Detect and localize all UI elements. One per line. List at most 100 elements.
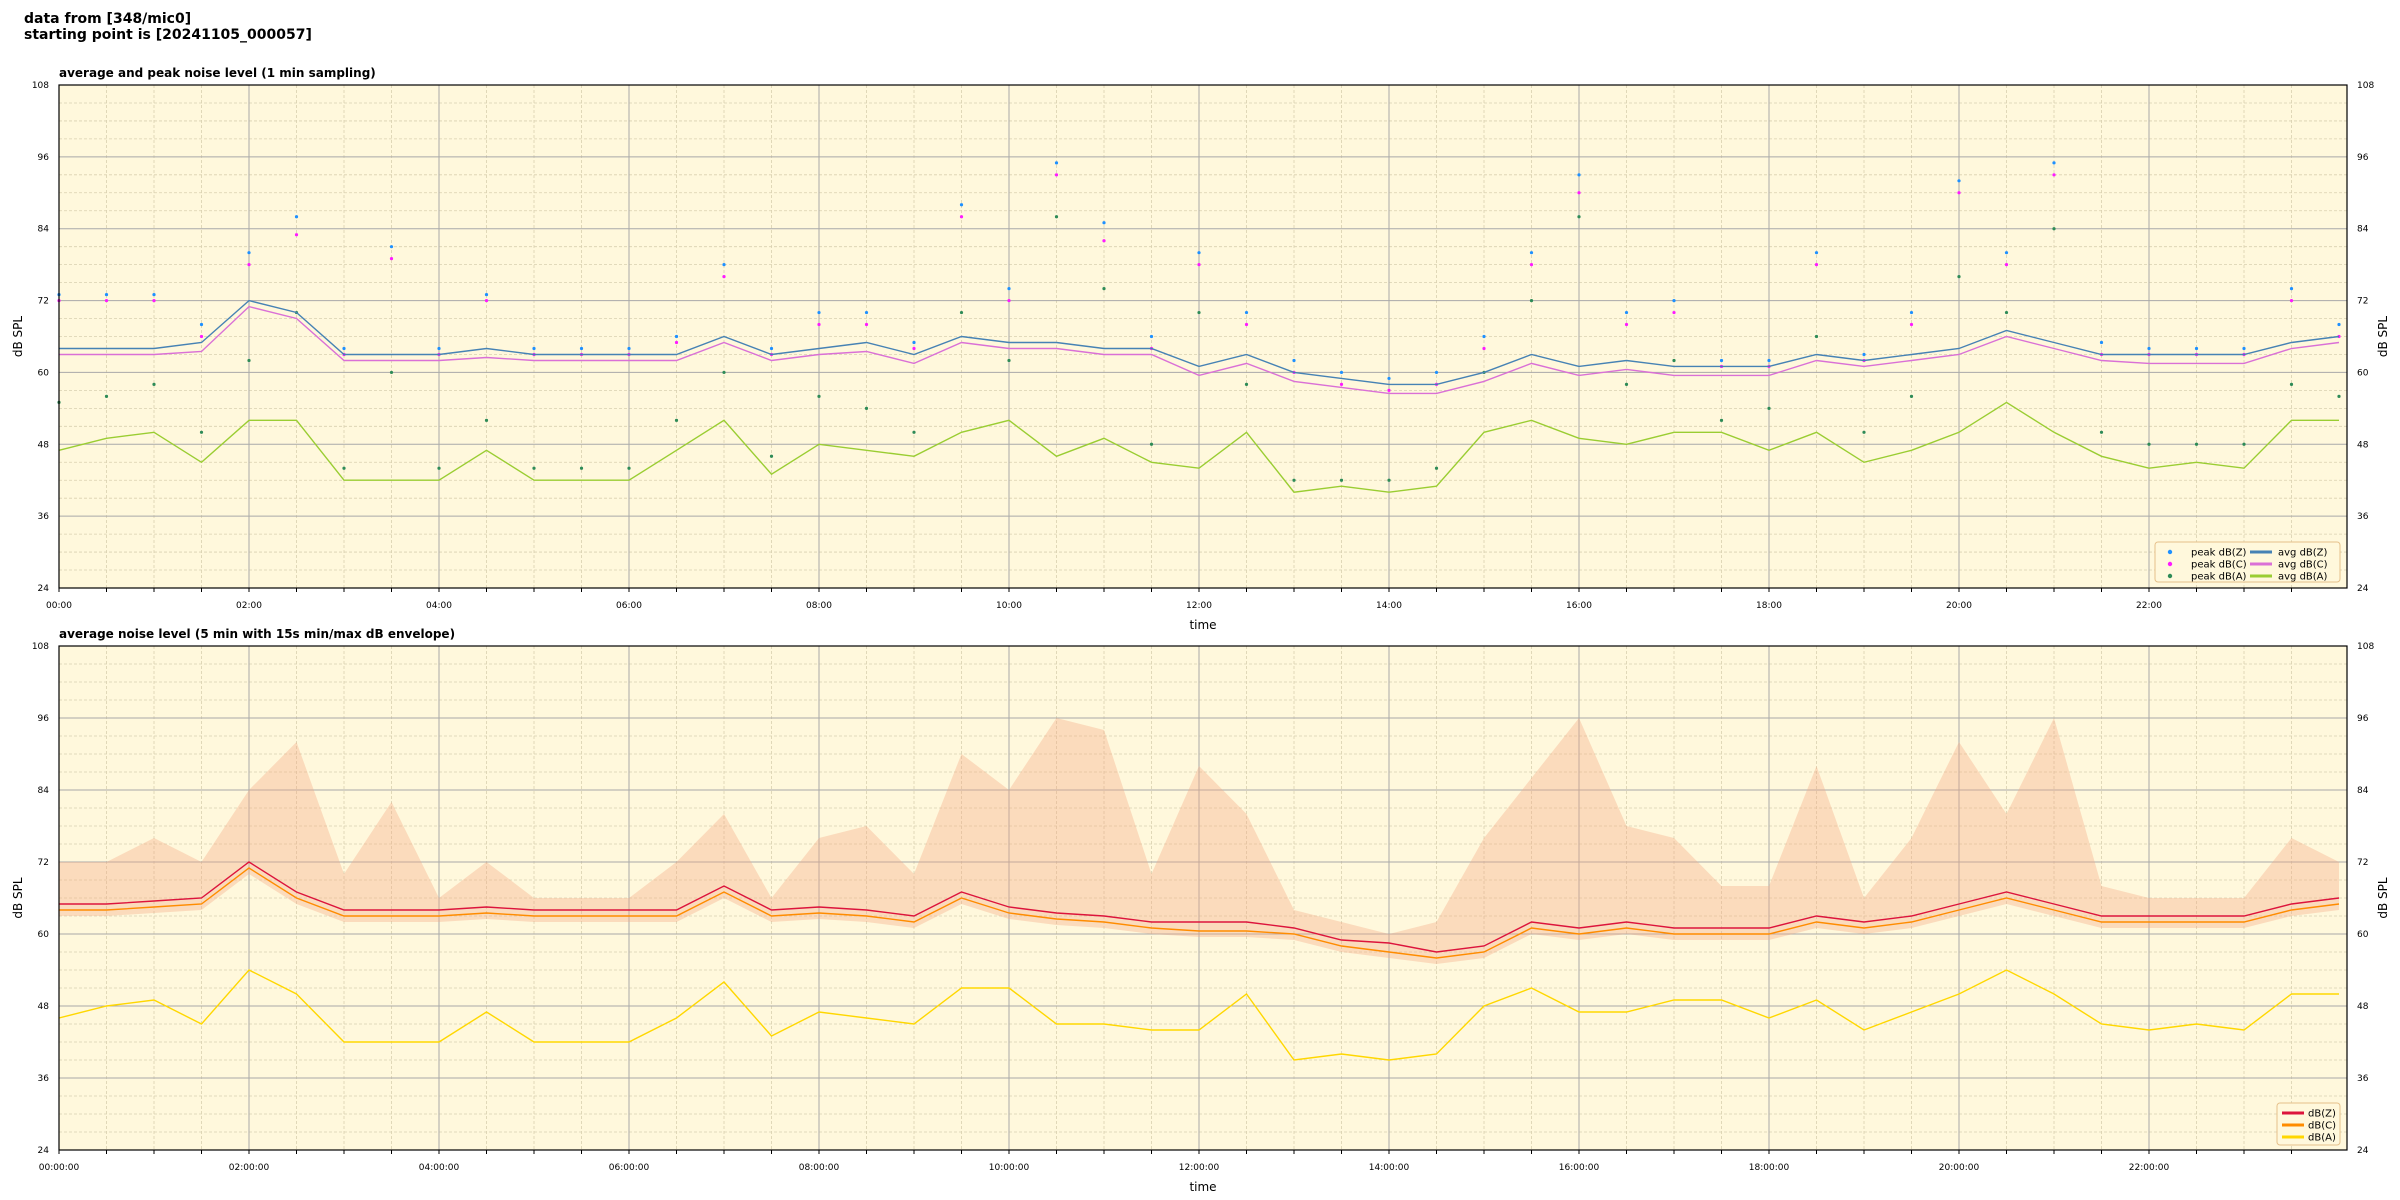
legend-marker <box>2167 549 2173 555</box>
x-tick-label: 06:00 <box>616 601 642 611</box>
y-tick-label-left: 72 <box>38 858 49 868</box>
point-peak-db-z- <box>1102 221 1106 225</box>
point-peak-db-z- <box>532 346 536 351</box>
point-peak-db-z- <box>294 215 299 219</box>
point-peak-db-c- <box>1244 322 1249 327</box>
point-peak-db-z- <box>722 263 726 267</box>
point-peak-db-z- <box>1292 358 1296 363</box>
y-tick-label-right: 48 <box>2357 440 2369 450</box>
point-peak-db-z- <box>2147 346 2151 351</box>
legend-label: avg dB(A) <box>2278 572 2328 583</box>
point-peak-db-c- <box>199 334 204 339</box>
point-peak-db-c- <box>1339 382 1344 387</box>
point-peak-db-a- <box>1292 478 1296 482</box>
point-peak-db-a- <box>2004 310 2009 315</box>
line-db-a- <box>58 969 2339 1061</box>
chart-title: average and peak noise level (1 min samp… <box>59 66 376 80</box>
y-tick-label-right: 108 <box>2357 81 2374 91</box>
point-peak-db-z- <box>1529 251 1534 255</box>
y-tick-label-left: 108 <box>32 642 49 652</box>
point-peak-db-z- <box>959 203 964 207</box>
point-peak-db-a- <box>722 370 726 375</box>
plot-frame <box>58 645 2348 1151</box>
point-peak-db-z- <box>1197 251 1201 255</box>
legend-label: dB(Z) <box>2308 1109 2336 1120</box>
x-tick-label: 02:00 <box>236 601 262 611</box>
point-peak-db-z- <box>1909 310 1914 315</box>
point-peak-db-c- <box>1007 298 1011 303</box>
point-peak-db-z- <box>247 251 251 255</box>
point-peak-db-z- <box>1482 334 1486 339</box>
point-peak-db-z- <box>1624 310 1629 315</box>
point-peak-db-c- <box>959 215 964 219</box>
y-tick-label-left: 60 <box>38 368 50 378</box>
x-tick-label: 08:00 <box>806 601 832 611</box>
y-tick-label-left: 60 <box>38 930 50 940</box>
point-peak-db-c- <box>484 298 489 303</box>
point-peak-db-c- <box>864 322 869 327</box>
chart-panel-1: 24 24 36 36 48 48 60 60 72 72 84 84 96 96 108 108 00:00 0… <box>11 66 2390 632</box>
plot-area <box>59 85 2347 588</box>
point-peak-db-z- <box>2242 346 2246 351</box>
chart-panel-2: 24 24 36 36 48 48 60 60 72 72 84 84 96 96 108 108 00:00:… <box>11 627 2390 1194</box>
point-peak-db-z- <box>1434 370 1439 375</box>
point-peak-db-a- <box>864 406 869 410</box>
point-peak-db-z- <box>674 334 679 339</box>
x-tick-label: 06:00:00 <box>609 1163 650 1173</box>
point-peak-db-z- <box>912 340 916 345</box>
point-peak-db-a- <box>389 370 394 375</box>
point-peak-db-z- <box>579 346 584 351</box>
point-peak-db-z- <box>769 346 774 351</box>
y-tick-label-right: 72 <box>2357 297 2368 307</box>
point-peak-db-a- <box>1387 478 1391 482</box>
legend: peak dB(Z)peak dB(C)peak dB(A)avg dB(Z)a… <box>2154 541 2341 583</box>
y-tick-label-right: 24 <box>2357 1146 2369 1156</box>
point-peak-db-a- <box>1624 382 1629 387</box>
y-axis-label-left: dB SPL <box>11 316 25 358</box>
point-peak-db-z- <box>1387 376 1391 381</box>
y-tick-label-right: 96 <box>2357 714 2369 724</box>
legend-label: peak dB(A) <box>2191 572 2247 583</box>
point-peak-db-z- <box>1862 352 1866 357</box>
legend-box <box>2154 541 2341 583</box>
point-peak-db-c- <box>294 233 299 237</box>
line-avg-db-a- <box>58 401 2339 493</box>
envelope-max-band <box>59 718 2339 964</box>
point-peak-db-a- <box>1197 310 1201 315</box>
point-peak-db-a- <box>247 358 251 363</box>
y-tick-label-right: 24 <box>2357 584 2369 594</box>
point-peak-db-a- <box>199 430 204 434</box>
x-axis-label: time <box>1189 1180 1216 1194</box>
x-tick-label: 10:00 <box>996 601 1022 611</box>
header-start: starting point is [20241105_000057] <box>24 27 312 43</box>
point-peak-db-a- <box>1339 478 1344 482</box>
plot-frame <box>58 84 2348 589</box>
legend-label: peak dB(Z) <box>2191 548 2247 559</box>
point-peak-db-a- <box>532 466 536 470</box>
point-peak-db-a- <box>1672 358 1676 363</box>
y-tick-label-right: 84 <box>2357 786 2369 796</box>
x-axis-label: time <box>1189 618 1216 632</box>
point-peak-db-a- <box>1719 418 1724 422</box>
point-peak-db-a- <box>1149 442 1154 446</box>
point-peak-db-a- <box>1529 298 1534 303</box>
point-peak-db-a- <box>1767 406 1771 410</box>
point-peak-db-z- <box>1577 173 1581 177</box>
point-peak-db-z- <box>484 292 489 297</box>
point-peak-db-a- <box>104 394 109 398</box>
point-peak-db-a- <box>152 382 156 387</box>
x-tick-label: 16:00:00 <box>1559 1163 1600 1173</box>
point-peak-db-a- <box>1957 275 1961 279</box>
legend-label: dB(A) <box>2308 1133 2336 1144</box>
point-peak-db-c- <box>247 263 251 267</box>
point-peak-db-c- <box>1957 191 1961 195</box>
point-peak-db-z- <box>1814 251 1819 255</box>
legend: dB(Z)dB(C)dB(A) <box>2276 1102 2341 1146</box>
point-peak-db-z- <box>864 310 869 315</box>
x-tick-label: 16:00 <box>1566 601 1592 611</box>
point-peak-db-a- <box>1814 334 1819 339</box>
legend-marker <box>2167 561 2173 567</box>
point-peak-db-c- <box>389 257 394 261</box>
x-tick-label: 02:00:00 <box>229 1163 270 1173</box>
line-avg-db-z- <box>59 299 2340 386</box>
